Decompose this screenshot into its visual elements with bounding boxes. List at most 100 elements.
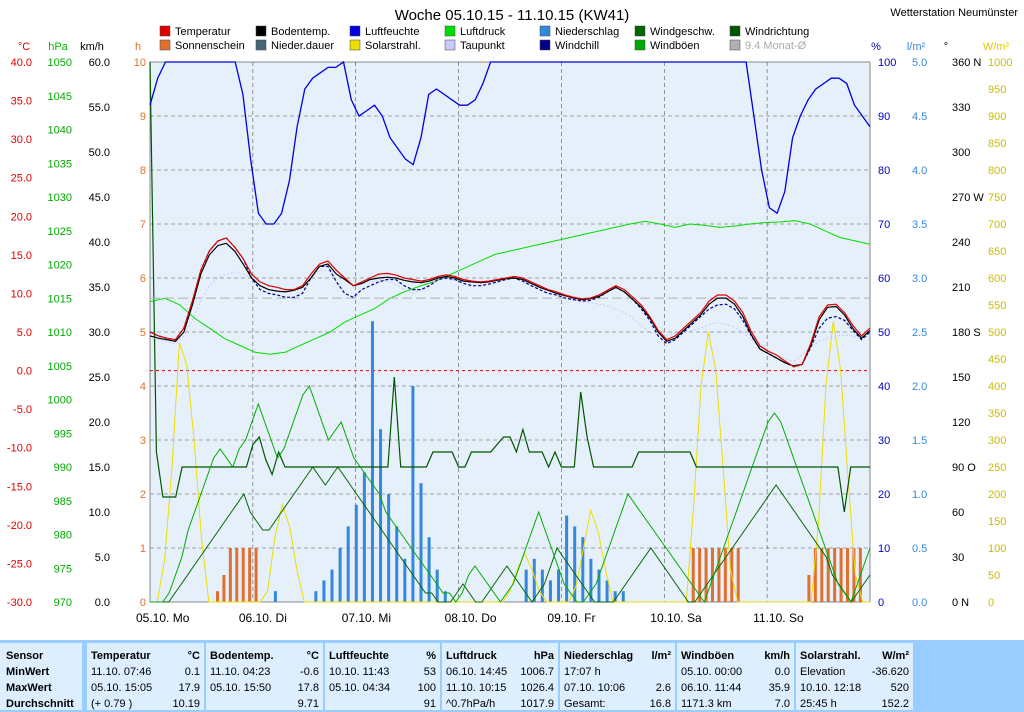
stats-header-label: Bodentemp. (210, 650, 274, 662)
bar-niederschlag (597, 569, 601, 602)
stats-header-label: Luftfeuchte (329, 650, 389, 662)
stats-row: 11.10. 07:46 0.1 (91, 664, 200, 680)
stats-column-header: Niederschlag l/m² (564, 648, 671, 664)
x-axis-day-label: 05.10. Mo (136, 611, 190, 625)
stats-row: 07.10. 10:06 2.6 (564, 680, 671, 696)
stats-cell-label: 10.10. 12:18 (800, 682, 862, 694)
bar-sonnenschein (228, 548, 232, 602)
bar-niederschlag (395, 526, 399, 602)
stats-row: 05.10. 15:05 17.9 (91, 680, 200, 696)
stats-cell-label: 07.10. 10:06 (564, 682, 626, 694)
legend-label: Luftdruck (460, 26, 506, 38)
stats-cell-label: 05.10. 15:05 (91, 682, 153, 694)
axis-tick-temp: -25.0 (7, 558, 32, 570)
x-axis-labels: 05.10. Mo 06.10. Di 07.10. Mi 08.10. Do 09.1… (136, 611, 804, 625)
legend-label: Windgeschw. (650, 26, 715, 38)
axis-tick-temp: -30.0 (7, 597, 32, 609)
stats-cell-value: 7.0 (774, 698, 790, 710)
axis-tick-rain: 1.5 (912, 435, 927, 447)
stats-header-unit: W/m² (882, 650, 909, 662)
stats-row: 17:07 h (564, 664, 671, 680)
legend-swatch (729, 25, 741, 37)
axis-unit-solar: W/m² (983, 41, 1010, 53)
stats-cell-label: 05.10. 15:50 (210, 682, 272, 694)
bar-niederschlag (443, 591, 447, 602)
legend-swatch (634, 39, 646, 51)
axis-tick-pressure: 970 (54, 597, 72, 609)
stats-column: Bodentemp. °C 11.10. 04:23 -0.6 05.10. 15:50… (206, 643, 323, 710)
axis-tick-direction: 270 W (952, 192, 984, 204)
stats-label-max: MaxWert (6, 682, 52, 694)
axis-unit-pressure: hPa (48, 41, 68, 53)
legend-label: Bodentemp. (271, 26, 330, 38)
stats-cell-value: 35.9 (768, 682, 790, 694)
axis-tick-solar: 600 (988, 273, 1006, 285)
axis-tick-direction: 180 S (952, 327, 981, 339)
axis-tick-direction: 30 (952, 552, 964, 564)
axis-tick-solar: 350 (988, 408, 1006, 420)
legend-swatch (159, 39, 171, 51)
stats-cell-label: 11.10. 04:23 (210, 666, 271, 678)
bar-sonnenschein (254, 548, 258, 602)
series-line-luftfeuchte (149, 60, 871, 225)
stats-header-unit: % (426, 650, 436, 662)
stats-cell-label: 1171.3 km (681, 698, 732, 710)
axis-tick-temp: 10.0 (11, 288, 32, 300)
legend-label: Luftfeuchte (365, 26, 419, 38)
axis-tick-pressure: 1005 (48, 361, 72, 373)
stats-cell-value: 9.71 (297, 698, 319, 710)
bar-sonnenschein (846, 548, 849, 602)
stats-row: 9.71 (210, 696, 319, 712)
axis-tick-rain: 3.0 (912, 273, 927, 285)
axis-tick-direction: 330 (952, 102, 970, 114)
stats-row: 11.10. 04:23 -0.6 (210, 664, 319, 680)
axis-tick-solar: 950 (988, 84, 1006, 96)
bar-sonnenschein (698, 548, 702, 602)
axis-tick-humidity: 80 (878, 165, 890, 177)
axis-tick-hours: 3 (140, 435, 146, 447)
stats-label-sensor: Sensor (6, 650, 44, 662)
bar-niederschlag (370, 321, 374, 602)
axis-tick-rain: 3.5 (912, 219, 927, 231)
axis-tick-direction: 0 N (952, 597, 969, 609)
stats-row: Gesamt: 16.8 (564, 696, 671, 712)
stats-cell-label: 17:07 h (564, 666, 601, 678)
bar-sonnenschein (248, 548, 252, 602)
stats-row: 05.10. 04:34 100 (329, 680, 436, 696)
stats-header-label: Niederschlag (564, 650, 634, 662)
axis-tick-solar: 800 (988, 165, 1006, 177)
bar-sonnenschein (216, 591, 219, 602)
axis-tick-hours: 8 (140, 165, 146, 177)
stats-cell-label: 10.10. 11:43 (329, 666, 390, 678)
legend-swatch (539, 25, 551, 37)
legend-label: Temperatur (175, 26, 231, 38)
axis-unit-direction: ° (944, 41, 948, 53)
stats-cell-value: 10.19 (172, 698, 200, 710)
bar-niederschlag (565, 515, 569, 602)
bar-niederschlag (314, 591, 318, 602)
axis-tick-wind: 10.0 (89, 507, 110, 519)
stats-label-avg: Durchschnitt (6, 698, 74, 710)
axis-tick-rain: 2.0 (912, 381, 927, 393)
stats-row: 10.10. 12:18 520 (800, 680, 909, 696)
stats-cell-value: 152.2 (881, 698, 909, 710)
axis-tick-hours: 10 (134, 57, 146, 69)
bar-sonnenschein (711, 548, 714, 602)
station-name: Wetterstation Neumünster (890, 7, 1018, 19)
legend-label: Solarstrahl. (365, 40, 421, 52)
stats-column-header: Luftfeuchte% (329, 648, 436, 664)
bar-sonnenschein (222, 575, 226, 602)
bar-niederschlag (403, 558, 407, 602)
bar-niederschlag (427, 537, 431, 602)
axis-tick-temp: 25.0 (11, 173, 32, 185)
axis-tick-temp: 40.0 (11, 57, 32, 69)
x-axis-day-label: 11.10. So (753, 611, 804, 625)
bar-sonnenschein (723, 548, 727, 602)
stats-row: ^0.7hPa/h 1017.9 (446, 696, 554, 712)
axis-tick-hours: 5 (140, 327, 146, 339)
axis-tick-pressure: 1025 (48, 226, 72, 238)
stats-column: Temperatur °C 11.10. 07:46 0.1 05.10. 15:05 1… (87, 643, 204, 710)
axis-tick-pressure: 995 (54, 428, 72, 440)
stats-cell-label: (+ 0.79 ) (91, 698, 133, 710)
stats-row: 05.10. 00:00 0.0 (681, 664, 790, 680)
